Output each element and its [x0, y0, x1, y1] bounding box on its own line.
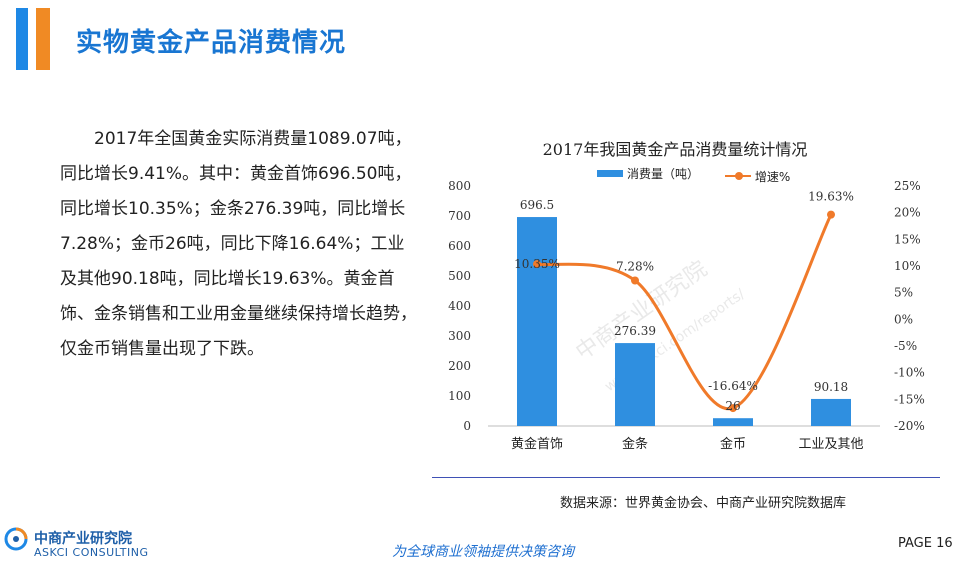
y-right-tick-label: -5%: [894, 339, 917, 353]
askci-logo-icon: [4, 527, 28, 551]
growth-value-label: 10.35%: [514, 257, 560, 271]
data-source: 数据来源：世界黄金协会、中商产业研究院数据库: [560, 496, 847, 511]
accent-bar-orange: [36, 8, 50, 70]
y-left-tick-label: 700: [448, 209, 471, 223]
x-tick-label: 工业及其他: [798, 437, 863, 452]
y-left-tick-label: 200: [448, 359, 471, 373]
y-right-tick-label: 5%: [894, 286, 913, 300]
y-right-tick-label: -20%: [894, 419, 925, 433]
y-left-tick-label: 600: [448, 239, 471, 253]
y-left-tick-label: 400: [448, 299, 471, 313]
growth-point: [533, 260, 541, 269]
accent-bar-blue: [16, 8, 28, 70]
x-tick-label: 金币: [720, 436, 746, 452]
bar-value-label: 26: [725, 399, 740, 413]
y-right-tick-label: 15%: [894, 232, 921, 246]
growth-point: [827, 210, 835, 219]
growth-value-label: 7.28%: [616, 260, 654, 274]
legend-label-volume: 消费量（吨）: [627, 167, 700, 181]
bar-value-label: 276.39: [614, 324, 656, 338]
growth-value-label: -16.64%: [708, 379, 758, 393]
growth-value-label: 19.63%: [808, 190, 854, 204]
y-left-tick-label: 300: [448, 329, 471, 343]
page-number: PAGE 16: [898, 536, 953, 551]
bar: [517, 217, 557, 426]
bar: [811, 398, 851, 426]
logo-name-cn: 中商产业研究院: [34, 531, 132, 547]
legend-item-volume: 消费量（吨）: [597, 165, 699, 182]
y-right-tick-label: 10%: [894, 259, 921, 273]
y-left-tick-label: 500: [448, 269, 471, 283]
growth-point: [729, 404, 737, 413]
y-left-tick-label: 800: [448, 179, 471, 193]
body-paragraph: 2017年全国黄金实际消费量1089.07吨，同比增长9.41%。其中：黄金首饰…: [60, 129, 417, 359]
chart-legend: 消费量（吨） 增速%: [597, 165, 812, 185]
y-right-tick-label: 25%: [894, 179, 921, 193]
growth-line: [536, 213, 833, 411]
footer-slogan: 为全球商业领袖提供决策咨询: [392, 544, 574, 560]
bar: [615, 343, 655, 426]
y-left-tick-label: 0: [463, 419, 471, 433]
y-right-tick-label: -15%: [894, 392, 925, 406]
y-right-tick-label: 20%: [894, 206, 921, 220]
legend-item-growth: 增速%: [724, 168, 791, 185]
growth-point: [631, 276, 639, 285]
bar-value-label: 90.18: [814, 380, 848, 394]
legend-label-growth: 增速%: [754, 169, 791, 184]
bar-value-label: 696.5: [520, 198, 554, 212]
y-right-tick-label: 0%: [894, 312, 913, 326]
logo-name-en: ASKCI CONSULTING: [34, 546, 149, 559]
bar: [713, 418, 753, 426]
legend-swatch-bar: [597, 170, 623, 177]
x-tick-label: 黄金首饰: [511, 436, 563, 452]
y-left-tick-label: 100: [448, 389, 471, 403]
x-tick-label: 金条: [622, 436, 648, 452]
source-divider: [432, 477, 940, 478]
chart-title: 2017年我国黄金产品消费量统计情况: [542, 140, 808, 159]
legend-swatch-line: [724, 172, 751, 180]
y-right-tick-label: -10%: [894, 366, 925, 380]
page-title: 实物黄金产品消费情况: [76, 28, 347, 58]
